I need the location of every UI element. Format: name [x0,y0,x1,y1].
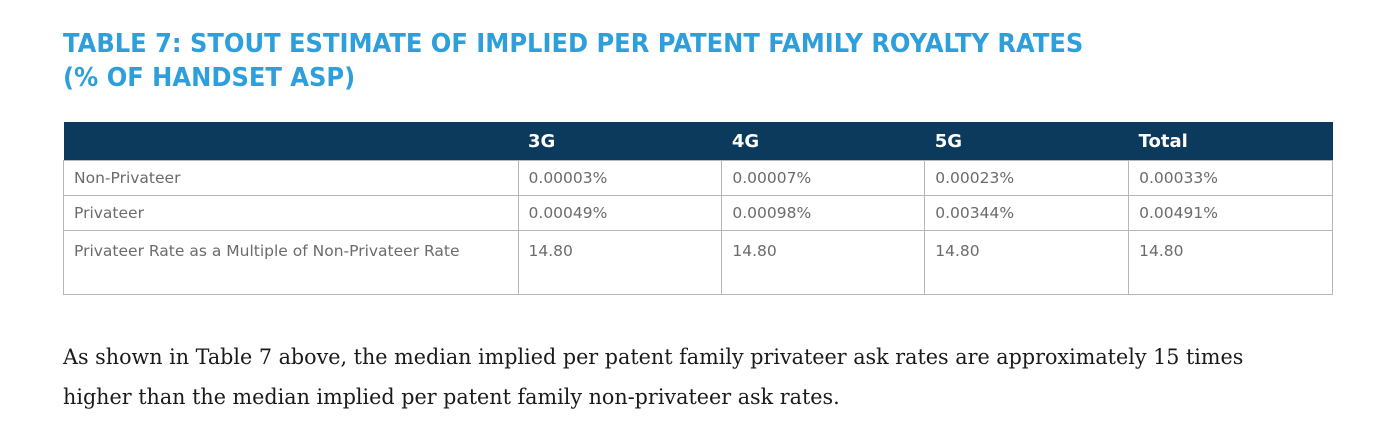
cell-5g: 0.00344% [924,195,1130,231]
row-label: Privateer Rate as a Multiple of Non-Priv… [63,230,519,295]
cell-4g: 0.00098% [721,195,926,231]
cell-4g: 14.80 [721,230,926,295]
cell-5g: 0.00023% [924,160,1130,196]
header-3g: 3G [518,122,722,161]
table-row: Non-Privateer 0.00003% 0.00007% 0.00023%… [63,160,1333,196]
header-total: Total [1128,122,1333,161]
cell-5g: 14.80 [924,230,1130,295]
cell-total: 0.00033% [1128,160,1333,196]
header-4g: 4G [721,122,925,161]
table-title-line-2: (% OF HANDSET ASP) [63,63,356,93]
table-row: Privateer 0.00049% 0.00098% 0.00344% 0.0… [63,195,1333,231]
header-5g: 5G [924,122,1129,161]
cell-3g: 14.80 [517,230,723,295]
table-row: Privateer Rate as a Multiple of Non-Priv… [63,230,1333,295]
row-label: Privateer [63,195,519,231]
table-title: TABLE 7: STOUT ESTIMATE OF IMPLIED PER P… [63,27,1083,95]
cell-3g: 0.00003% [517,160,723,196]
cell-total: 0.00491% [1128,195,1333,231]
cell-4g: 0.00007% [721,160,926,196]
table-header-row: 3G 4G 5G Total [63,122,1333,161]
royalty-rates-table: 3G 4G 5G Total Non-Privateer 0.00003% 0.… [63,122,1333,295]
header-empty [63,122,519,161]
body-paragraph: As shown in Table 7 above, the median im… [63,345,1244,409]
cell-total: 14.80 [1128,230,1333,295]
cell-3g: 0.00049% [517,195,723,231]
row-label: Non-Privateer [63,160,519,196]
table-title-line-1: TABLE 7: STOUT ESTIMATE OF IMPLIED PER P… [63,29,1084,59]
